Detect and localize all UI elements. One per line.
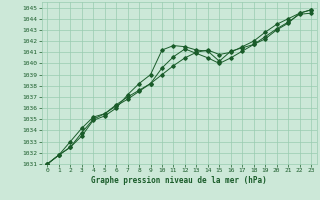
X-axis label: Graphe pression niveau de la mer (hPa): Graphe pression niveau de la mer (hPa) — [91, 176, 267, 185]
